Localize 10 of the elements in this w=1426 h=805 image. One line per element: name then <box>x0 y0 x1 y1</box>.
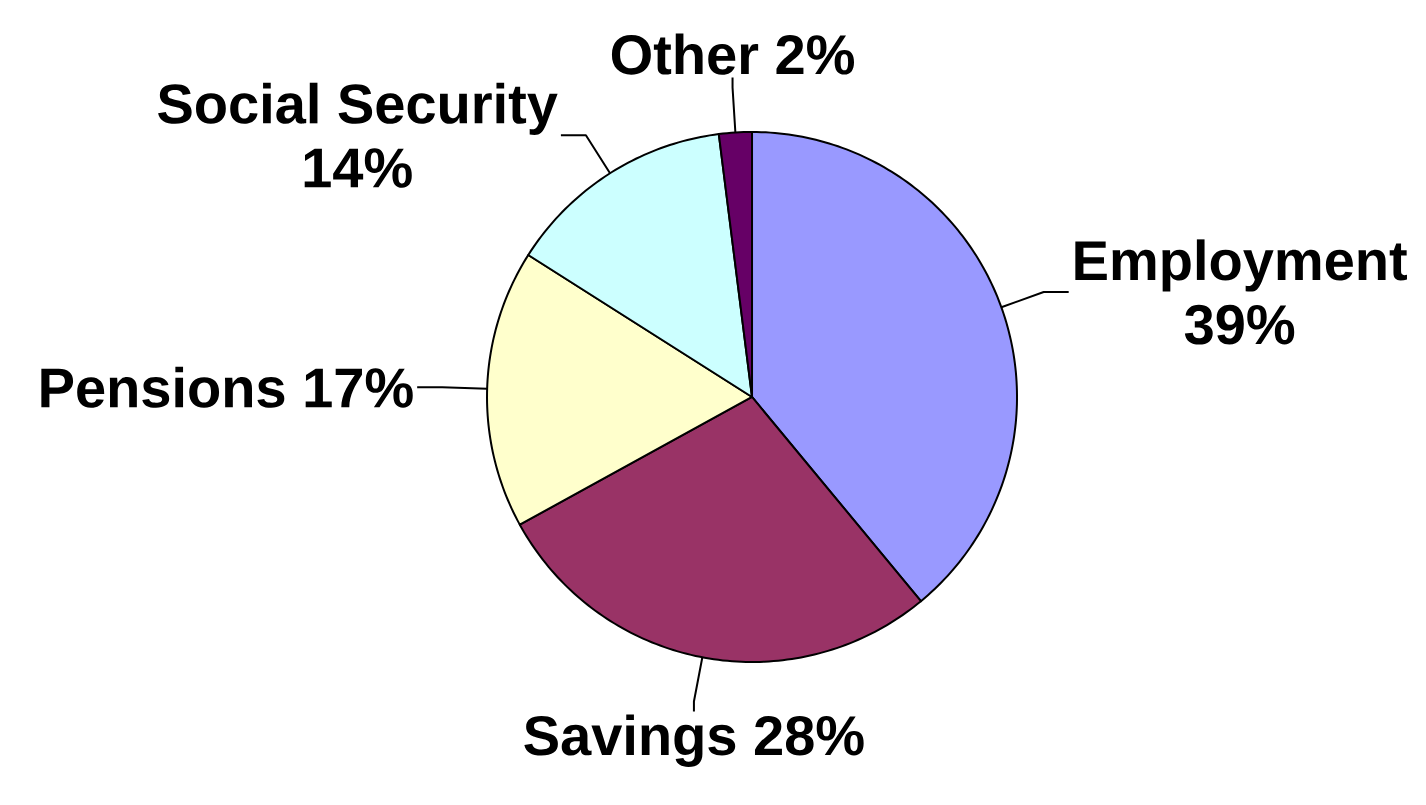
data-label: 14% <box>304 148 412 188</box>
data-label: 39% <box>1184 304 1295 345</box>
data-label: 2% <box>776 35 854 75</box>
slice-label: Employment <box>1075 239 1407 292</box>
slice-label: Savings <box>524 714 736 767</box>
slice-label: Other <box>611 33 759 75</box>
slice-label: Pensions <box>41 366 285 408</box>
data-label: 28% <box>754 715 864 756</box>
data-label: 17% <box>305 368 413 408</box>
slice-label: Social Security <box>158 82 558 135</box>
